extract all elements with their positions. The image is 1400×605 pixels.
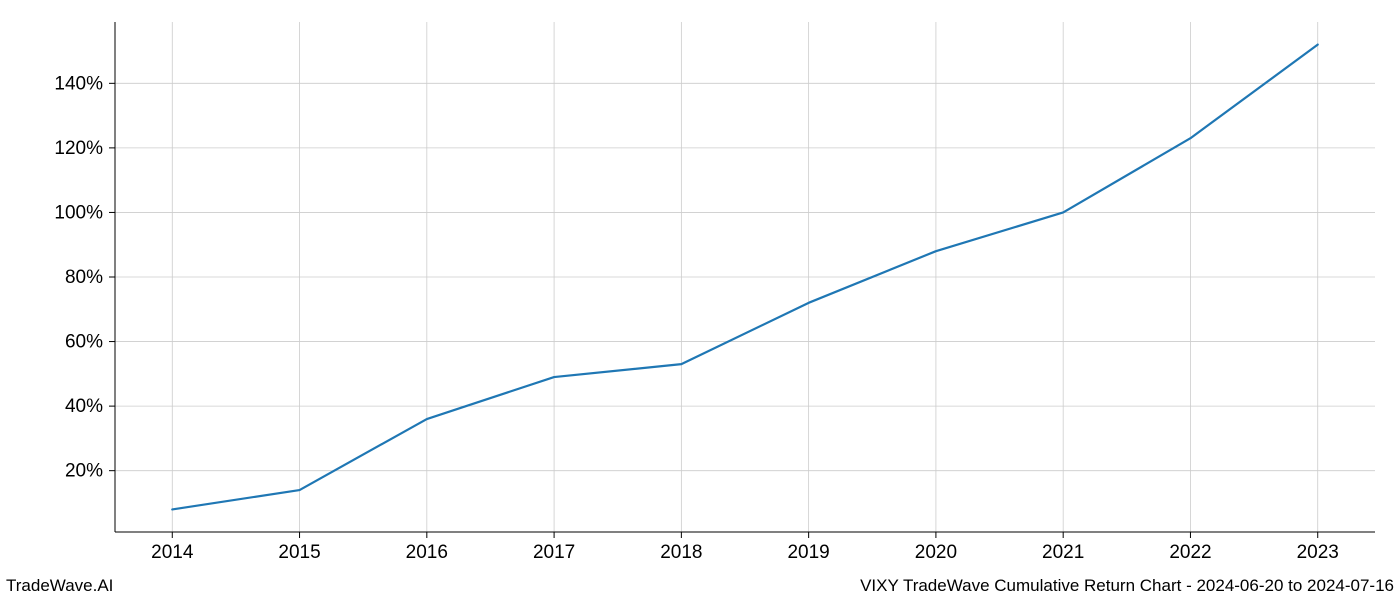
svg-text:2017: 2017: [533, 542, 575, 563]
line-chart: 2014 2015 2016 2017 2018 2019 2020 2021 2022 2023…: [0, 0, 1400, 600]
svg-text:80%: 80%: [65, 267, 103, 288]
svg-text:2019: 2019: [787, 542, 829, 563]
svg-text:140%: 140%: [54, 73, 103, 94]
svg-text:2015: 2015: [278, 542, 320, 563]
svg-text:2022: 2022: [1169, 542, 1211, 563]
footer-left-brand: TradeWave.AI: [6, 576, 113, 596]
svg-text:2014: 2014: [151, 542, 194, 563]
svg-text:2023: 2023: [1297, 542, 1339, 563]
svg-text:2018: 2018: [660, 542, 702, 563]
svg-text:40%: 40%: [65, 396, 103, 417]
svg-text:20%: 20%: [65, 461, 103, 482]
svg-text:120%: 120%: [54, 138, 103, 159]
svg-text:100%: 100%: [54, 202, 103, 223]
svg-text:2016: 2016: [406, 542, 448, 563]
svg-text:60%: 60%: [65, 332, 103, 353]
footer-right-title: VIXY TradeWave Cumulative Return Chart -…: [860, 576, 1394, 596]
chart-container: 2014 2015 2016 2017 2018 2019 2020 2021 2022 2023…: [0, 0, 1400, 600]
svg-text:2020: 2020: [915, 542, 957, 563]
svg-text:2021: 2021: [1042, 542, 1084, 563]
